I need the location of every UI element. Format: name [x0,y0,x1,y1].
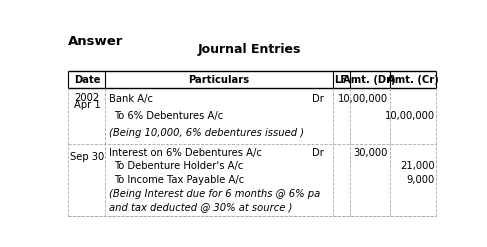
Text: 30,000: 30,000 [354,148,388,158]
Text: Particulars: Particulars [188,75,249,84]
Text: Bank A/c: Bank A/c [109,94,153,104]
Text: Answer: Answer [68,35,124,48]
Text: and tax deducted @ 30% at source ): and tax deducted @ 30% at source ) [109,202,292,212]
Text: LF: LF [335,75,348,84]
Text: Sep 30: Sep 30 [70,152,104,162]
Text: (Being 10,000, 6% debentures issued ): (Being 10,000, 6% debentures issued ) [109,128,304,138]
Text: 10,00,000: 10,00,000 [384,111,434,121]
Text: To Income Tax Payable A/c: To Income Tax Payable A/c [114,175,245,185]
Text: Dr: Dr [312,94,324,104]
Text: To 6% Debentures A/c: To 6% Debentures A/c [114,111,224,121]
Text: Journal Entries: Journal Entries [198,43,301,56]
Text: (Being Interest due for 6 months @ 6% pa: (Being Interest due for 6 months @ 6% pa [109,188,320,199]
Text: 10,00,000: 10,00,000 [338,94,388,104]
Text: Dr: Dr [312,148,324,158]
Text: Date: Date [74,75,100,84]
Text: 2002: 2002 [75,93,99,103]
Text: 9,000: 9,000 [406,175,434,185]
Text: Amt. (Cr): Amt. (Cr) [387,75,439,84]
Text: To Debenture Holder's A/c: To Debenture Holder's A/c [114,161,244,171]
Text: Amt. (Dr): Amt. (Dr) [343,75,396,84]
Text: Interest on 6% Debentures A/c: Interest on 6% Debentures A/c [109,148,262,158]
Text: 21,000: 21,000 [400,161,434,171]
Text: Apr 1: Apr 1 [74,100,100,110]
